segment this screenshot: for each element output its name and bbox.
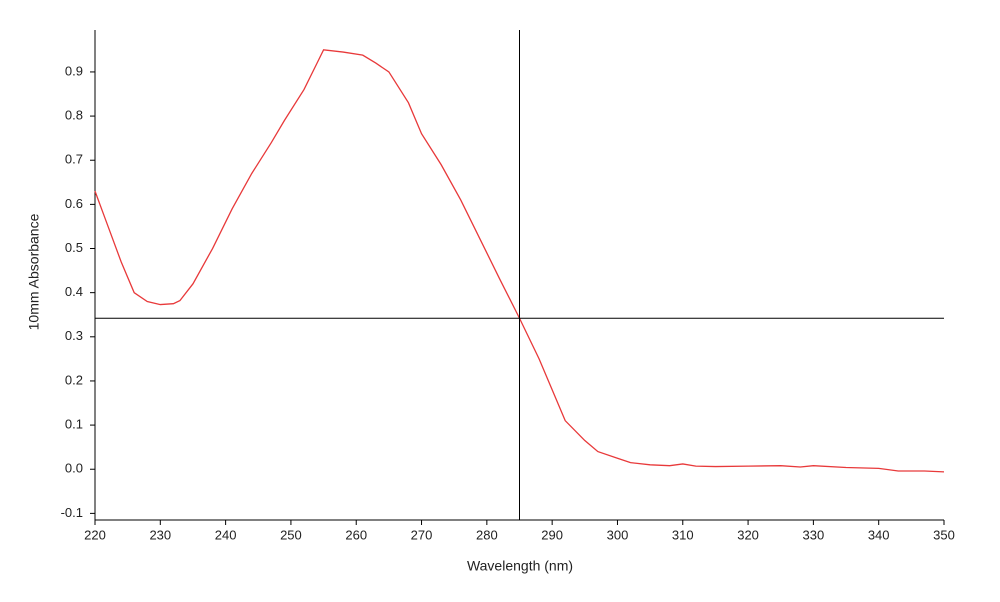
y-tick-label: 0.5 [65,240,83,255]
y-tick-label: 0.8 [65,108,83,123]
y-tick-label: 0.1 [65,417,83,432]
y-tick-label: 0.4 [65,284,83,299]
y-axis-title: 10mm Absorbance [26,213,42,330]
y-tick-label: 0.2 [65,372,83,387]
y-tick-label: 0.7 [65,152,83,167]
x-tick-label: 340 [868,527,890,542]
y-tick-label: 0.9 [65,63,83,78]
x-tick-label: 230 [149,527,171,542]
y-tick-label: -0.1 [61,505,83,520]
y-tick-label: 0.0 [65,461,83,476]
x-tick-label: 320 [737,527,759,542]
x-axis-title: Wavelength (nm) [467,558,573,574]
x-tick-label: 250 [280,527,302,542]
x-tick-label: 300 [607,527,629,542]
y-tick-label: 0.6 [65,196,83,211]
y-tick-label: 0.3 [65,328,83,343]
x-tick-label: 240 [215,527,237,542]
x-tick-label: 330 [803,527,825,542]
x-tick-label: 290 [541,527,563,542]
x-tick-label: 220 [84,527,106,542]
spectrum-line [94,49,945,473]
x-tick-label: 310 [672,527,694,542]
x-tick-label: 260 [345,527,367,542]
x-tick-label: 350 [933,527,955,542]
x-tick-label: 270 [411,527,433,542]
x-tick-label: 280 [476,527,498,542]
